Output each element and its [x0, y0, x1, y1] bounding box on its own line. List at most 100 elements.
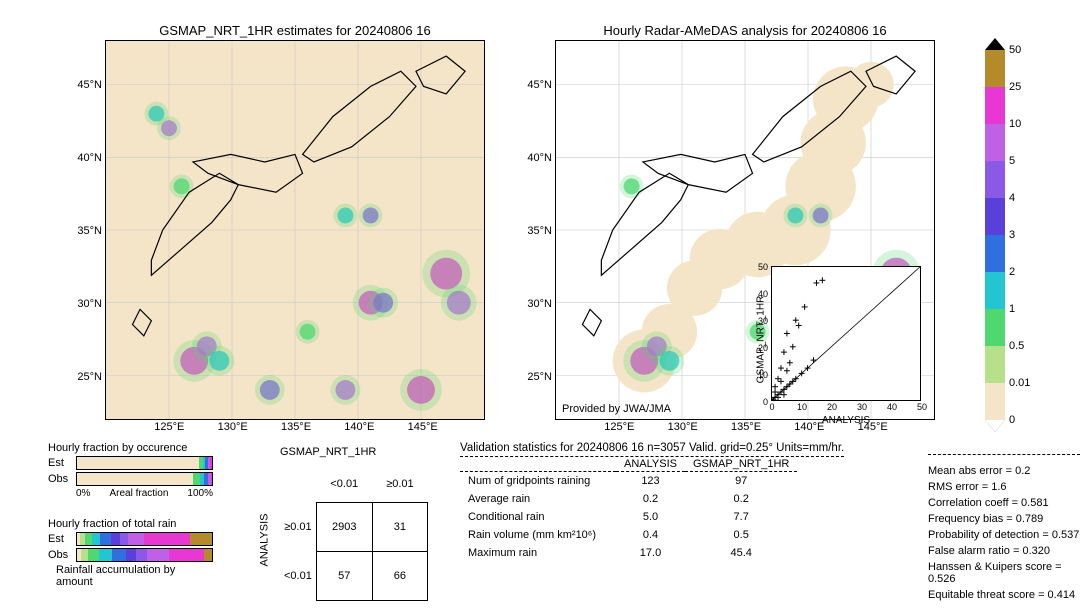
- stats-row-label: Num of gridpoints raining: [460, 472, 616, 491]
- colorbar: 502510543210.50.010: [985, 50, 1005, 420]
- stats-metric: Correlation coeff = 0.581: [928, 495, 1080, 511]
- stats-metric: Hanssen & Kuipers score = 0.526: [928, 559, 1080, 587]
- colorbar-segment: [985, 50, 1005, 87]
- stats-metric: False alarm ratio = 0.320: [928, 543, 1080, 559]
- colorbar-label: 50: [1009, 44, 1021, 56]
- map-left-title: GSMAP_NRT_1HR estimates for 20240806 16: [106, 23, 484, 38]
- stacked-bar: [76, 532, 213, 546]
- bar-segment: [169, 549, 204, 561]
- bar-segment: [193, 473, 200, 485]
- stats-row-label: Average rain: [460, 490, 616, 508]
- bar-row-label: Obs: [48, 549, 76, 561]
- contingency-cell: 66: [372, 551, 427, 600]
- stats-metric: Frequency bias = 0.789: [928, 511, 1080, 527]
- colorbar-segment: [985, 124, 1005, 161]
- stats-metric: Equitable threat score = 0.414: [928, 587, 1080, 603]
- stats-dash: [928, 454, 1080, 459]
- ytick: 40°N: [527, 152, 556, 164]
- totalrain-title: Hourly fraction of total rain: [48, 518, 213, 530]
- totalrain-bars: Hourly fraction of total rain Est Obs Rain…: [48, 518, 213, 588]
- stats-metric: RMS error = 1.6: [928, 479, 1080, 495]
- occurrence-bars: Hourly fraction by occurence Est Obs 0% Are…: [48, 442, 213, 499]
- bar-segment: [88, 549, 99, 561]
- contingency-cell: 57: [316, 551, 372, 600]
- colorbar-label: 5: [1009, 155, 1015, 167]
- bar-segment: [77, 473, 193, 485]
- scatter-ytick: 30: [758, 316, 772, 326]
- bar-row: Est: [48, 532, 213, 546]
- bar-row: Obs: [48, 472, 213, 486]
- colorbar-segment: [985, 272, 1005, 309]
- ytick: 35°N: [77, 225, 106, 237]
- bar-segment: [92, 533, 100, 545]
- colorbar-label: 0: [1009, 414, 1015, 426]
- scatter-xtick: 40: [887, 400, 897, 412]
- bar-footer: Rainfall accumulation by amount: [56, 564, 213, 588]
- axis-min: 0%: [76, 488, 90, 499]
- stats-cell: 45.4: [685, 544, 797, 562]
- stats-table: ANALYSISGSMAP_NRT_1HRNum of gridpoints r…: [460, 457, 797, 562]
- bar-row-label: Est: [48, 533, 76, 545]
- xtick: 135°E: [731, 419, 761, 433]
- bar-segment: [120, 533, 128, 545]
- xtick: 140°E: [344, 419, 374, 433]
- stats-row-label: Conditional rain: [460, 508, 616, 526]
- bar-segment: [204, 549, 212, 561]
- contingency-cell: 31: [372, 502, 427, 551]
- ytick: 30°N: [77, 298, 106, 310]
- stats-cell: 0.5: [685, 526, 797, 544]
- scatter-inset: GSMAP_NRT_1HR ANALYSIS 01020304050010203…: [771, 266, 921, 401]
- stats-cell: 0.2: [616, 490, 685, 508]
- contingency-cell: 2903: [316, 502, 372, 551]
- stats-cell: 123: [616, 472, 685, 491]
- colorbar-label: 10: [1009, 118, 1021, 130]
- bar-segment: [100, 533, 111, 545]
- bar-segment: [81, 549, 88, 561]
- stats-title: Validation statistics for 20240806 16 n=…: [460, 442, 844, 454]
- bar-segment: [190, 533, 212, 545]
- stats-cell: 0.2: [685, 490, 797, 508]
- scatter-xtick: 10: [797, 400, 807, 412]
- stats-section: Validation statistics for 20240806 16 n=…: [460, 442, 844, 562]
- scatter-ytick: 10: [758, 370, 772, 380]
- colorbar-label: 1: [1009, 303, 1015, 315]
- stats-cell: 97: [685, 472, 797, 491]
- scatter-ytick: 0: [763, 397, 772, 407]
- stats-row-label: Rain volume (mm km²10⁶): [460, 526, 616, 544]
- bar-segment: [126, 549, 137, 561]
- stats-right-list: Mean abs error = 0.2RMS error = 1.6Corre…: [928, 456, 1080, 603]
- ytick: 45°N: [527, 79, 556, 91]
- ytick: 45°N: [77, 79, 106, 91]
- bar-row: Est: [48, 456, 213, 470]
- bar-segment: [147, 549, 169, 561]
- stats-cell: 5.0: [616, 508, 685, 526]
- scatter-xtick: 50: [917, 400, 927, 412]
- xtick: 145°E: [408, 419, 438, 433]
- colorbar-label: 4: [1009, 192, 1015, 204]
- bar-segment: [128, 533, 144, 545]
- axis-mid: Areal fraction: [109, 488, 168, 499]
- scatter-ytick: 40: [758, 289, 772, 299]
- colorbar-under-icon: [985, 420, 1005, 432]
- colorbar-segment: [985, 161, 1005, 198]
- stats-metric: Mean abs error = 0.2: [928, 463, 1080, 479]
- stacked-bar: [76, 472, 213, 486]
- occurrence-title: Hourly fraction by occurence: [48, 442, 213, 454]
- stats-row-label: Maximum rain: [460, 544, 616, 562]
- xtick: 130°E: [668, 419, 698, 433]
- ytick: 25°N: [77, 371, 106, 383]
- xtick: 125°E: [154, 419, 184, 433]
- scatter-ytick: 20: [758, 343, 772, 353]
- map-right: Hourly Radar-AMeDAS analysis for 2024080…: [555, 40, 935, 420]
- colorbar-segment: [985, 309, 1005, 346]
- colorbar-segment: [985, 198, 1005, 235]
- xtick: 145°E: [858, 419, 888, 433]
- bar-segment: [210, 457, 212, 469]
- colorbar-label: 2: [1009, 266, 1015, 278]
- bar-axis: 0%Areal fraction100%: [48, 488, 213, 499]
- scatter-ytick: 50: [758, 262, 772, 272]
- colorbar-label: 3: [1009, 229, 1015, 241]
- ytick: 35°N: [527, 225, 556, 237]
- ytick: 40°N: [77, 152, 106, 164]
- stacked-bar: [76, 456, 213, 470]
